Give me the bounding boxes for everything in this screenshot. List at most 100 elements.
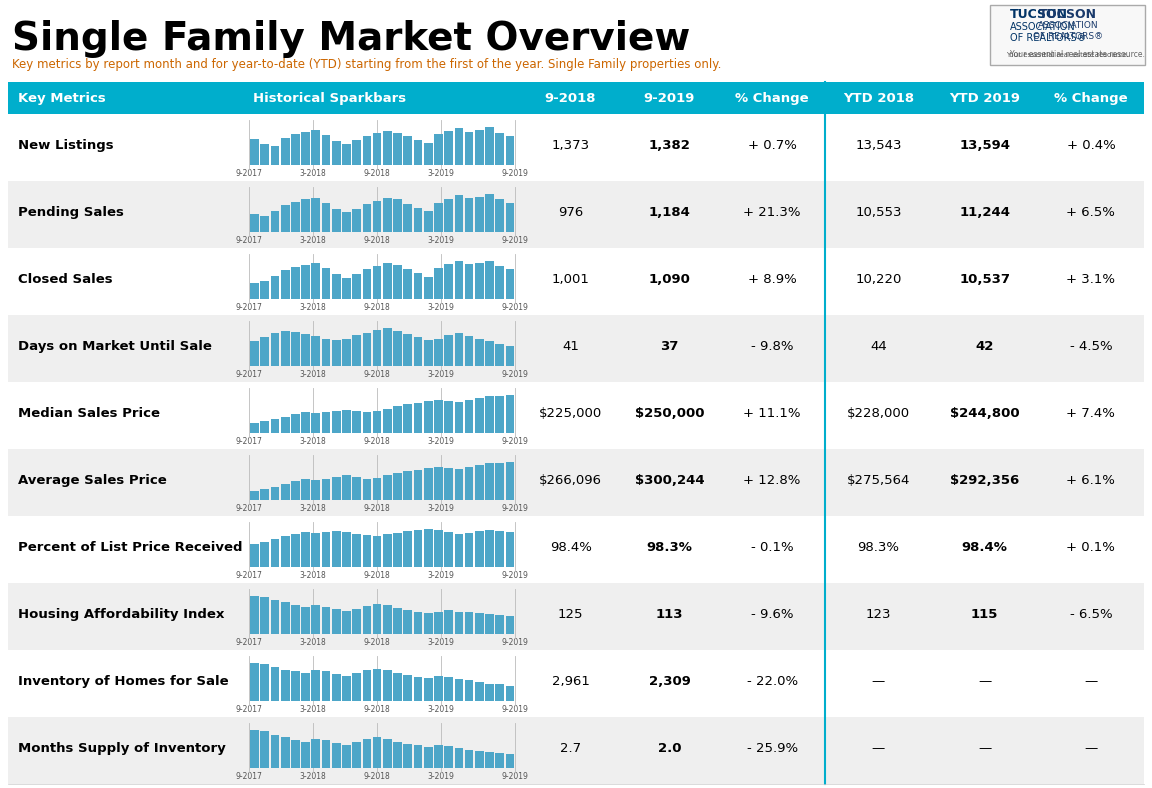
Bar xyxy=(260,542,270,567)
Text: 1,184: 1,184 xyxy=(649,206,690,219)
Bar xyxy=(260,281,270,299)
Bar xyxy=(260,216,270,232)
Text: 9-2018: 9-2018 xyxy=(364,303,391,312)
Text: OF REALTORS®: OF REALTORS® xyxy=(1033,32,1104,41)
Text: 9-2017: 9-2017 xyxy=(236,437,263,446)
Bar xyxy=(271,419,279,433)
Text: 3-2019: 3-2019 xyxy=(427,236,454,245)
Bar xyxy=(393,199,402,232)
Text: - 25.9%: - 25.9% xyxy=(746,742,797,755)
Bar xyxy=(475,531,484,567)
Bar xyxy=(475,613,484,634)
Text: 3-2019: 3-2019 xyxy=(427,370,454,379)
Bar xyxy=(403,471,412,500)
Bar xyxy=(8,315,1144,382)
Bar xyxy=(291,481,300,500)
Bar xyxy=(353,742,361,768)
Bar xyxy=(455,333,463,366)
Bar xyxy=(321,339,331,366)
Text: 123: 123 xyxy=(865,608,892,621)
Bar xyxy=(8,583,1144,650)
Bar xyxy=(403,203,412,232)
Bar xyxy=(291,605,300,634)
Bar xyxy=(434,611,442,634)
Bar xyxy=(373,537,381,567)
Bar xyxy=(332,608,341,634)
Bar xyxy=(434,400,442,433)
Text: 9-2019: 9-2019 xyxy=(501,504,529,513)
Bar xyxy=(403,675,412,701)
Bar xyxy=(506,616,514,634)
Bar xyxy=(311,336,320,366)
Text: 9-2019: 9-2019 xyxy=(501,370,529,379)
Text: 10,537: 10,537 xyxy=(960,273,1010,286)
Bar xyxy=(271,734,279,768)
Bar xyxy=(342,745,351,768)
Bar xyxy=(485,463,494,500)
Bar xyxy=(373,133,381,165)
Bar xyxy=(445,199,453,232)
Bar xyxy=(434,530,442,567)
Bar xyxy=(424,143,432,165)
Text: + 0.7%: + 0.7% xyxy=(748,139,797,152)
Bar xyxy=(506,395,514,433)
Bar xyxy=(495,266,505,299)
Bar xyxy=(8,382,1144,449)
Bar xyxy=(373,329,381,366)
Bar xyxy=(403,269,412,299)
Bar xyxy=(271,211,279,232)
Bar xyxy=(424,277,432,299)
Text: + 6.1%: + 6.1% xyxy=(1067,474,1115,487)
Bar xyxy=(445,131,453,165)
Bar xyxy=(302,532,310,567)
Bar xyxy=(403,531,412,567)
Bar xyxy=(8,650,1144,717)
Text: 1,090: 1,090 xyxy=(649,273,690,286)
Bar xyxy=(475,262,484,299)
Bar xyxy=(332,340,341,366)
Bar xyxy=(464,750,473,768)
Bar xyxy=(342,339,351,366)
Bar xyxy=(363,203,371,232)
Bar xyxy=(302,479,310,500)
Bar xyxy=(321,532,331,567)
Text: - 0.1%: - 0.1% xyxy=(751,541,794,554)
Bar xyxy=(363,136,371,165)
Bar xyxy=(455,128,463,165)
Bar xyxy=(291,267,300,299)
Bar xyxy=(250,491,259,500)
Bar xyxy=(485,530,494,567)
Bar xyxy=(250,341,259,366)
Bar xyxy=(250,283,259,299)
Bar xyxy=(311,198,320,232)
Bar xyxy=(311,605,320,634)
Bar xyxy=(363,739,371,768)
Bar xyxy=(382,605,392,634)
Bar xyxy=(363,269,371,299)
Bar xyxy=(271,600,279,634)
Text: 9-2017: 9-2017 xyxy=(236,772,263,781)
Bar xyxy=(495,463,505,500)
Bar xyxy=(414,677,423,701)
Bar xyxy=(825,82,932,114)
Bar xyxy=(281,484,289,500)
Text: 11,244: 11,244 xyxy=(960,206,1010,219)
Text: 44: 44 xyxy=(870,340,887,353)
Bar xyxy=(302,673,310,701)
Text: + 0.1%: + 0.1% xyxy=(1067,541,1115,554)
Bar xyxy=(414,273,423,299)
Bar xyxy=(332,531,341,567)
Bar xyxy=(495,344,505,366)
Bar xyxy=(414,403,423,433)
Bar xyxy=(382,328,392,366)
Bar xyxy=(260,664,270,701)
Text: —: — xyxy=(978,742,991,755)
Text: $275,564: $275,564 xyxy=(847,474,910,487)
Bar xyxy=(302,265,310,299)
Text: 9-2019: 9-2019 xyxy=(644,91,696,105)
Text: 3-2018: 3-2018 xyxy=(300,705,326,714)
Bar xyxy=(291,533,300,567)
Text: - 22.0%: - 22.0% xyxy=(746,675,797,688)
Text: 3-2019: 3-2019 xyxy=(427,169,454,178)
Bar xyxy=(281,537,289,567)
